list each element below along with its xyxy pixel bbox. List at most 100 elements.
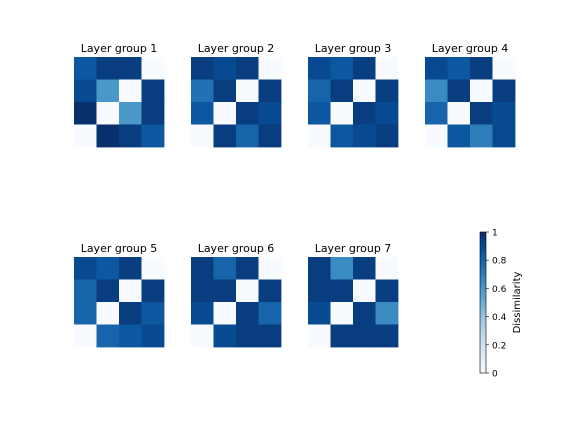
heatmap-cell (96, 324, 120, 348)
heatmap-cell (96, 257, 120, 280)
heatmap-cell (375, 57, 399, 80)
heatmap-cell (308, 324, 331, 348)
colorbar-tick-label: 1 (492, 229, 498, 239)
heatmap-cell (74, 79, 97, 103)
heatmap-cell (353, 124, 376, 148)
heatmap-cell (425, 124, 448, 148)
panel-title: Layer group 1 (81, 42, 158, 55)
heatmap-cell (492, 57, 516, 80)
heatmap-cell (191, 79, 214, 103)
heatmap-cell (447, 57, 471, 80)
heatmap-cell (141, 302, 165, 325)
heatmap-cell (425, 79, 448, 103)
heatmap-cell (213, 102, 237, 125)
heatmap-cell (308, 57, 331, 80)
heatmap-cell (470, 124, 493, 148)
heatmap-cell (96, 279, 120, 303)
heatmap-panel: Layer group 7 (308, 242, 399, 348)
colorbar: 0 0.2 0.4 0.6 0.8 1 Dissimilarity (479, 229, 523, 380)
heatmap-cell (425, 57, 448, 80)
heatmap-cell (74, 57, 97, 80)
heatmap-cell (96, 302, 120, 325)
heatmap-cell (191, 279, 214, 303)
heatmap-cell (141, 102, 165, 125)
panel-title: Layer group 6 (198, 242, 275, 255)
panel-title: Layer group 7 (315, 242, 392, 255)
heatmap-cell (119, 324, 142, 348)
heatmap-cell (236, 57, 259, 80)
heatmap-cell (74, 124, 97, 148)
colorbar-tick-label: 0.8 (492, 257, 507, 267)
heatmap-cell (330, 79, 354, 103)
heatmap-panel: Layer group 2 (191, 42, 282, 148)
heatmap-panel: Layer group 5 (74, 242, 165, 348)
heatmap-cell (308, 79, 331, 103)
heatmap-cell (330, 302, 354, 325)
heatmap-cell (74, 302, 97, 325)
heatmap-cell (375, 279, 399, 303)
panel-title: Layer group 2 (198, 42, 275, 55)
heatmap-cell (308, 302, 331, 325)
heatmap-cell (258, 302, 282, 325)
heatmap-cell (74, 257, 97, 280)
heatmap-cell (353, 302, 376, 325)
heatmap-panel: Layer group 4 (425, 42, 516, 148)
colorbar-label: Dissimilarity (512, 272, 523, 334)
heatmap-cell (492, 102, 516, 125)
heatmap-cell (213, 257, 237, 280)
colorbar-tick-label: 0.4 (492, 313, 507, 323)
heatmap-cell (447, 102, 471, 125)
heatmap-cell (119, 79, 142, 103)
heatmap-cell (353, 79, 376, 103)
colorbar-tick-label: 0 (492, 370, 498, 380)
heatmap-cell (191, 124, 214, 148)
heatmap-cell (96, 124, 120, 148)
heatmap-cell (119, 302, 142, 325)
heatmap-cell (375, 124, 399, 148)
heatmap-cell (258, 57, 282, 80)
heatmap-cell (330, 324, 354, 348)
heatmap-cell (353, 279, 376, 303)
heatmap-cell (236, 257, 259, 280)
heatmap-cell (258, 324, 282, 348)
colorbar-tick-label: 0.6 (492, 285, 507, 295)
heatmap-cell (258, 79, 282, 103)
colorbar-gradient (479, 231, 487, 374)
heatmap-cell (236, 279, 259, 303)
panel-title: Layer group 4 (432, 42, 509, 55)
heatmap-cell (141, 57, 165, 80)
heatmap-cell (191, 102, 214, 125)
heatmap-panel: Layer group 3 (308, 42, 399, 148)
heatmap-panel: Layer group 6 (191, 242, 282, 348)
heatmap-cell (74, 279, 97, 303)
heatmap-cell (213, 302, 237, 325)
heatmap-cell (191, 302, 214, 325)
heatmap-cell (330, 279, 354, 303)
heatmap-cell (258, 257, 282, 280)
heatmap-cell (447, 79, 471, 103)
heatmap-cell (375, 324, 399, 348)
heatmap-panel: Layer group 1 (74, 42, 165, 148)
heatmap-cell (191, 57, 214, 80)
heatmap-cell (141, 279, 165, 303)
heatmap-cell (425, 102, 448, 125)
heatmap-cell (119, 124, 142, 148)
heatmap-cell (213, 57, 237, 80)
heatmap-cell (353, 102, 376, 125)
heatmap-cell (119, 279, 142, 303)
heatmap-cell (447, 124, 471, 148)
heatmap-cell (330, 257, 354, 280)
heatmap-cell (119, 57, 142, 80)
heatmap-cell (236, 102, 259, 125)
heatmap-cell (375, 102, 399, 125)
heatmap-cell (308, 257, 331, 280)
heatmap-cell (492, 79, 516, 103)
heatmap-cell (213, 124, 237, 148)
heatmap-cell (330, 102, 354, 125)
heatmap-cell (470, 102, 493, 125)
heatmap-cell (492, 124, 516, 148)
heatmap-cell (74, 324, 97, 348)
heatmap-cell (96, 79, 120, 103)
